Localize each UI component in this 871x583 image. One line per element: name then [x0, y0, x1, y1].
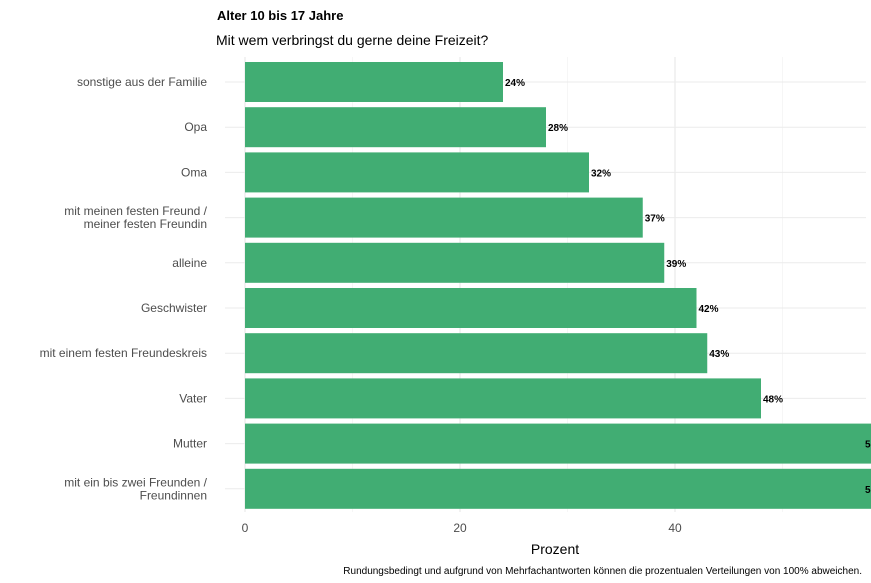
x-tick-label: 20 — [453, 521, 467, 535]
bar — [245, 242, 665, 283]
category-label: sonstige aus der Familie — [77, 75, 207, 89]
category-label: Opa — [184, 120, 207, 134]
label-layer: 0 20 40 24% sonstige aus der Familie 28% Opa 32… — [40, 75, 871, 535]
bar — [245, 378, 761, 419]
bar-layer — [245, 62, 871, 509]
chart-title: Alter 10 bis 17 Jahre — [217, 8, 343, 23]
bar — [245, 197, 643, 238]
bar-value-label: 28% — [548, 123, 568, 134]
bar-value-label: 32% — [591, 168, 611, 179]
bar-value-label: 43% — [709, 349, 729, 360]
category-label: Oma — [181, 165, 207, 179]
category-label: Geschwister — [141, 301, 207, 315]
category-label: Vater — [179, 391, 207, 405]
chart-caption: Rundungsbedingt und aufgrund von Mehrfac… — [343, 566, 862, 577]
bar — [245, 62, 503, 102]
bar-value-label: 37% — [645, 214, 665, 225]
category-label: mit ein bis zwei Freunden / Freundinnen — [64, 475, 207, 502]
bar-value-label: 5 — [865, 440, 871, 451]
bar — [245, 288, 697, 328]
bar — [245, 423, 871, 464]
bar-value-label: 42% — [699, 304, 719, 315]
bar — [245, 468, 871, 509]
bar — [245, 152, 589, 193]
x-axis-title: Prozent — [531, 541, 579, 557]
bar-value-label: 48% — [763, 394, 783, 405]
category-label: Mutter — [173, 437, 207, 451]
chart-subtitle: Mit wem verbringst du gerne deine Freize… — [216, 32, 489, 48]
bar-value-label: 5 — [865, 485, 871, 496]
x-tick-label: 40 — [668, 521, 682, 535]
bar — [245, 333, 708, 374]
category-label: alleine — [172, 256, 207, 270]
category-label: mit einem festen Freundeskreis — [40, 346, 207, 360]
bar — [245, 107, 546, 148]
bar-value-label: 24% — [505, 78, 525, 89]
bar-value-label: 39% — [666, 259, 686, 270]
category-label: mit meinen festen Freund / meiner festen … — [64, 204, 207, 231]
x-tick-label: 0 — [242, 521, 249, 535]
